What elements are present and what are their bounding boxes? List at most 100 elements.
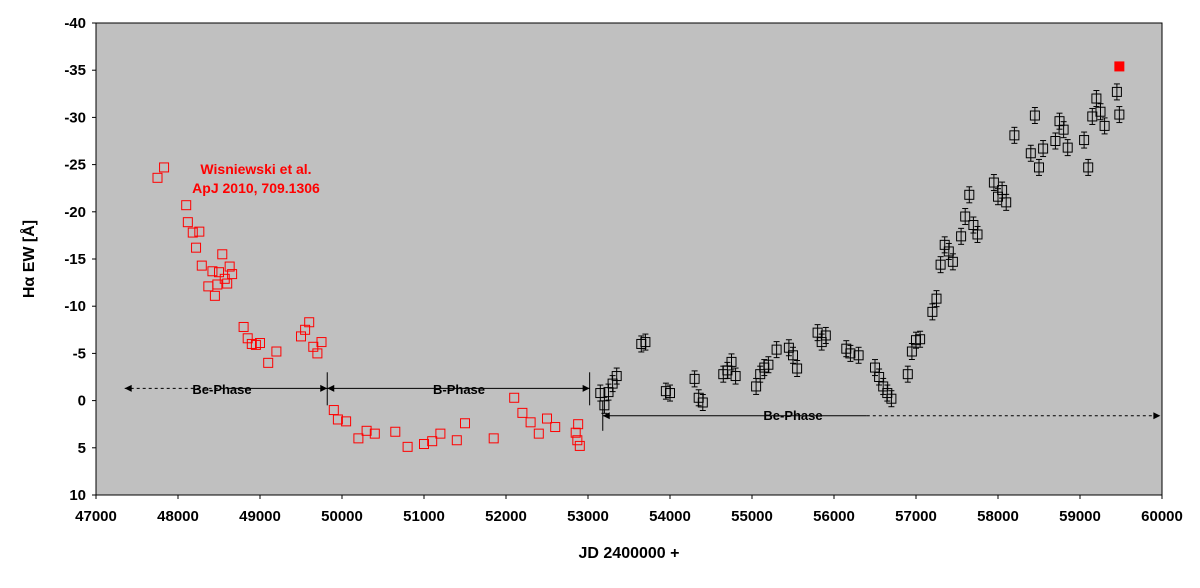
data-point-s0 [271,346,282,357]
data-point-s1 [665,388,675,399]
data-point-s0 [390,426,401,437]
data-point-s0 [187,227,198,238]
data-point-s0 [332,414,343,425]
x-tick-label: 50000 [321,508,363,525]
data-point-s0 [419,439,429,450]
y-tick-label: -30 [64,109,86,126]
data-point-s1 [1001,197,1012,208]
data-point-s0 [460,418,470,429]
data-point-s1 [902,369,913,380]
reference-text-line2: ApJ 2010, 709.1306 [192,180,320,196]
x-tick-label: 48000 [157,508,199,525]
data-marks [152,61,1125,452]
data-point-s1 [697,397,708,408]
data-point-s0 [517,407,528,418]
y-tick-label: 5 [78,440,86,457]
y-tick-labels: -40 -35 -30 -25 -20 -15 -10 -5 0 5 10 [64,15,96,504]
data-point-s1 [820,330,831,341]
data-point-s0 [207,266,218,277]
data-point-s1 [886,393,897,404]
x-tick-label: 54000 [649,508,691,525]
data-point-s0 [217,249,228,260]
data-point-s0 [427,436,438,447]
data-point-s1 [1038,143,1049,154]
data-point-s1 [1034,162,1044,173]
y-axis-title: Hα EW [Å] [19,220,38,298]
data-point-s1 [599,400,610,411]
data-point-s1 [845,348,856,359]
phase-label-be-1: Be-Phase [192,382,251,397]
data-point-s0 [182,217,193,228]
data-point-s0 [509,392,520,403]
y-tick-label: 0 [78,393,86,410]
data-point-s0 [341,416,352,427]
arrow-head [582,384,590,392]
data-point-s0 [159,162,170,173]
data-point-s0 [550,422,561,433]
data-point-s0 [238,321,249,332]
reference-text-line1: Wisniewski et al. [200,161,311,177]
data-point-filled-s2 [1114,61,1125,72]
data-point-s0 [525,417,536,428]
data-point-s0 [194,226,205,237]
phase-label-be-2: Be-Phase [763,408,822,423]
x-tick-labels: 47000 48000 49000 50000 51000 52000 53000 54000… [75,495,1183,525]
data-point-s1 [947,256,958,267]
data-point-s1 [788,350,798,361]
data-point-s1 [640,337,651,348]
data-point-s1 [792,363,803,374]
y-tick-label: -35 [64,62,86,79]
data-point-s1 [935,259,946,270]
data-point-s1 [906,346,917,357]
data-point-s1 [960,211,971,222]
x-tick-label: 59000 [1059,508,1101,525]
arrow-head [327,384,335,392]
x-tick-label: 55000 [731,508,773,525]
y-tick-label: -20 [64,204,86,221]
data-point-s0 [316,337,327,348]
phase-arrows [124,372,1161,431]
data-point-s0 [574,440,585,451]
data-point-s0 [196,260,207,271]
data-point-s1 [1062,142,1073,153]
data-point-s1 [931,293,942,304]
data-point-s0 [488,433,499,444]
data-point-s0 [224,261,235,272]
data-point-s1 [771,344,782,355]
data-point-s1 [751,381,762,392]
data-point-s1 [1029,110,1040,121]
arrow-head [320,384,328,392]
data-point-s0 [255,338,265,349]
data-point-s0 [304,317,315,328]
data-point-s0 [361,425,372,436]
arrow-head [1153,412,1161,420]
y-tick-label: -10 [64,298,86,315]
x-tick-label: 58000 [977,508,1019,525]
arrow-head [124,384,132,392]
data-point-s0 [402,441,413,452]
data-point-s1 [611,371,622,382]
data-point-s1 [1050,136,1061,146]
y-tick-label: -15 [64,251,86,268]
data-point-s1 [956,231,967,242]
data-point-s1 [1095,106,1106,117]
data-point-s1 [1099,120,1110,131]
data-point-s1 [997,185,1008,196]
data-point-s1 [964,189,975,200]
x-tick-label: 51000 [403,508,445,525]
data-point-s0 [227,269,238,280]
x-tick-label: 56000 [813,508,855,525]
x-axis-title: JD 2400000 + [579,545,680,562]
data-point-s0 [533,428,544,439]
x-tick-label: 49000 [239,508,281,525]
x-tick-label: 47000 [75,508,117,525]
data-point-s1 [595,388,606,399]
data-point-s1 [1083,162,1094,173]
data-point-s1 [1009,130,1020,141]
y-tick-label: -40 [64,15,86,32]
x-tick-label: 60000 [1141,508,1183,525]
data-point-s0 [263,357,274,368]
data-point-s1 [988,177,999,188]
data-point-s0 [181,200,192,211]
data-point-s0 [214,267,224,278]
